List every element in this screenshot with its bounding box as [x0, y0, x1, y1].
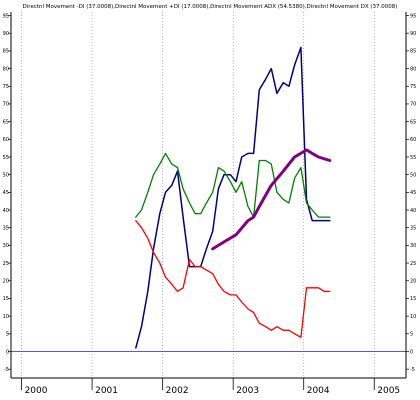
- y-tick-left-label: 75: [3, 84, 9, 90]
- series-lines: [135, 46, 332, 349]
- y-tick-right-label: 75: [410, 84, 416, 90]
- y-tick-right-label: 85: [410, 49, 416, 55]
- x-tick-label-2003: 2003: [236, 386, 259, 396]
- y-tick-left-label: 85: [3, 49, 9, 55]
- axes: [10, 12, 407, 379]
- y-tick-right-label: 15: [410, 296, 416, 302]
- y-tick-right-label: 0: [410, 349, 413, 355]
- y-tick-left-label: 50: [3, 172, 9, 178]
- x-tick-label-2000: 2000: [25, 386, 48, 396]
- y-tick-right-label: 50: [410, 172, 416, 178]
- y-tick-left-label: 60: [3, 137, 9, 143]
- y-tick-left-label: 10: [3, 314, 9, 320]
- y-tick-right-label: 40: [410, 208, 416, 214]
- y-tick-right-label: 35: [410, 226, 416, 232]
- y-tick-right-label: 65: [410, 119, 416, 125]
- series-line-3: [135, 219, 331, 338]
- y-tick-left-label: 0: [6, 349, 9, 355]
- x-tick-label-2004: 2004: [307, 386, 330, 396]
- y-tick-right-label: 20: [410, 279, 416, 285]
- y-tick-left-label: 25: [3, 261, 9, 267]
- series-line-1: [135, 46, 331, 349]
- y-tick-left-label: 90: [3, 31, 9, 37]
- y-tick-right-label: 55: [410, 155, 416, 161]
- chart-title: Directnl Movement -DI (37.0008),Directnl…: [23, 4, 398, 10]
- y-tick-right-label: 80: [410, 66, 416, 72]
- y-tick-left-label: 15: [3, 296, 9, 302]
- series-line-4: [211, 148, 332, 251]
- x-tick-label-2002: 2002: [166, 386, 189, 396]
- y-tick-left-label: 45: [3, 190, 9, 196]
- y-axis-right-ticks: -5 0 5 10 15 20 25 30 35 40 45 50 55 60 65 70 75 80 85 90 95: [406, 13, 416, 373]
- y-tick-left-label: 55: [3, 155, 9, 161]
- x-axis-ticks: 2000 2001 2002 2003 2004 2005: [21, 378, 400, 396]
- y-tick-left-label: 70: [3, 102, 9, 108]
- y-tick-right-label: 5: [410, 332, 413, 338]
- y-tick-left-label: 35: [3, 226, 9, 232]
- y-tick-left-label: 30: [3, 243, 9, 249]
- x-tick-label-2005: 2005: [377, 386, 400, 396]
- y-axis-left-ticks: -5 0 5 10 15 20 25 30 35 40 45 50 55 60 65 70 75 80 85 90 95: [3, 13, 11, 373]
- y-tick-right-label: 25: [410, 261, 416, 267]
- y-tick-left-label: -5: [4, 367, 9, 373]
- y-tick-right-label: 10: [410, 314, 416, 320]
- y-tick-right-label: 70: [410, 102, 416, 108]
- y-tick-right-label: 45: [410, 190, 416, 196]
- y-tick-left-label: 20: [3, 279, 9, 285]
- y-tick-left-label: 80: [3, 66, 9, 72]
- y-tick-right-label: 30: [410, 243, 416, 249]
- y-tick-left-label: 95: [3, 13, 9, 19]
- y-tick-right-label: 95: [410, 13, 416, 19]
- y-tick-right-label: -5: [410, 367, 415, 373]
- series-line-2: [135, 152, 331, 218]
- y-tick-right-label: 90: [410, 31, 416, 37]
- x-tick-label-2001: 2001: [95, 386, 118, 396]
- grid-lines: [21, 12, 375, 378]
- y-tick-left-label: 65: [3, 119, 9, 125]
- y-tick-left-label: 5: [6, 332, 9, 338]
- y-tick-left-label: 40: [3, 208, 9, 214]
- y-tick-right-label: 60: [410, 137, 416, 143]
